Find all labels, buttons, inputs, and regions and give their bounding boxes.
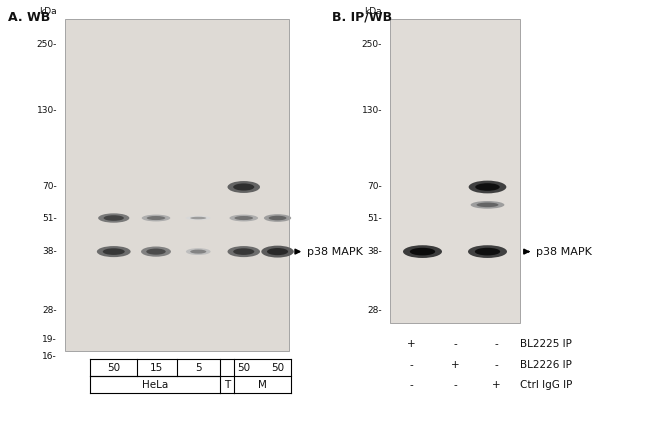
Text: 19-: 19-: [42, 335, 57, 345]
Text: p38 MAPK: p38 MAPK: [536, 246, 592, 257]
Ellipse shape: [227, 181, 260, 193]
Ellipse shape: [186, 248, 211, 255]
Text: T: T: [224, 380, 230, 390]
Text: -: -: [453, 380, 457, 390]
Text: 50: 50: [271, 363, 284, 373]
Text: A. WB: A. WB: [8, 11, 50, 24]
Text: -: -: [494, 360, 498, 370]
Text: 15: 15: [150, 363, 162, 373]
Text: 38-: 38-: [42, 247, 57, 256]
Ellipse shape: [227, 246, 260, 257]
Text: p38 MAPK: p38 MAPK: [307, 246, 363, 257]
Ellipse shape: [190, 249, 206, 254]
Text: kDa: kDa: [365, 7, 382, 16]
Text: 250-: 250-: [37, 40, 57, 49]
Ellipse shape: [469, 181, 506, 193]
Text: kDa: kDa: [40, 7, 57, 16]
Text: 38-: 38-: [367, 247, 382, 256]
Ellipse shape: [268, 216, 287, 220]
Text: 28-: 28-: [368, 306, 382, 315]
Ellipse shape: [235, 216, 253, 220]
Ellipse shape: [410, 248, 436, 255]
Text: HeLa: HeLa: [142, 380, 168, 390]
Ellipse shape: [233, 184, 254, 190]
Text: 130-: 130-: [36, 106, 57, 115]
Text: 51-: 51-: [367, 213, 382, 223]
Ellipse shape: [186, 216, 211, 220]
Ellipse shape: [190, 217, 206, 219]
Text: 16-: 16-: [42, 351, 57, 361]
Ellipse shape: [264, 214, 291, 222]
Text: -: -: [494, 339, 498, 349]
Text: 28-: 28-: [42, 306, 57, 315]
Text: 70-: 70-: [42, 182, 57, 192]
Ellipse shape: [147, 216, 165, 220]
Ellipse shape: [103, 215, 124, 221]
Ellipse shape: [98, 213, 129, 223]
Text: BL2226 IP: BL2226 IP: [520, 360, 572, 370]
Text: Ctrl IgG IP: Ctrl IgG IP: [520, 380, 573, 390]
Ellipse shape: [261, 246, 294, 258]
Text: 70-: 70-: [367, 182, 382, 192]
Text: +: +: [491, 380, 500, 390]
Ellipse shape: [267, 248, 288, 255]
Text: 5: 5: [195, 363, 202, 373]
Ellipse shape: [474, 248, 500, 255]
Ellipse shape: [403, 245, 442, 258]
Ellipse shape: [476, 203, 499, 207]
Text: 130-: 130-: [361, 106, 382, 115]
Ellipse shape: [233, 248, 254, 255]
Text: BL2225 IP: BL2225 IP: [520, 339, 572, 349]
Text: +: +: [450, 360, 460, 370]
Text: +: +: [407, 339, 416, 349]
Ellipse shape: [97, 246, 131, 257]
Ellipse shape: [475, 183, 500, 191]
Ellipse shape: [229, 215, 258, 221]
Text: 50: 50: [107, 363, 120, 373]
Text: M: M: [258, 380, 267, 390]
Text: -: -: [410, 360, 413, 370]
Text: B. IP/WB: B. IP/WB: [332, 11, 391, 24]
Ellipse shape: [468, 245, 507, 258]
Text: 50: 50: [237, 363, 250, 373]
Ellipse shape: [146, 249, 166, 255]
Ellipse shape: [142, 215, 170, 221]
Text: -: -: [453, 339, 457, 349]
Ellipse shape: [141, 246, 171, 257]
Text: -: -: [410, 380, 413, 390]
Text: 250-: 250-: [362, 40, 382, 49]
Ellipse shape: [471, 201, 504, 209]
Bar: [390, 19, 520, 323]
Ellipse shape: [103, 248, 125, 255]
Text: 51-: 51-: [42, 213, 57, 223]
Bar: [65, 19, 289, 351]
